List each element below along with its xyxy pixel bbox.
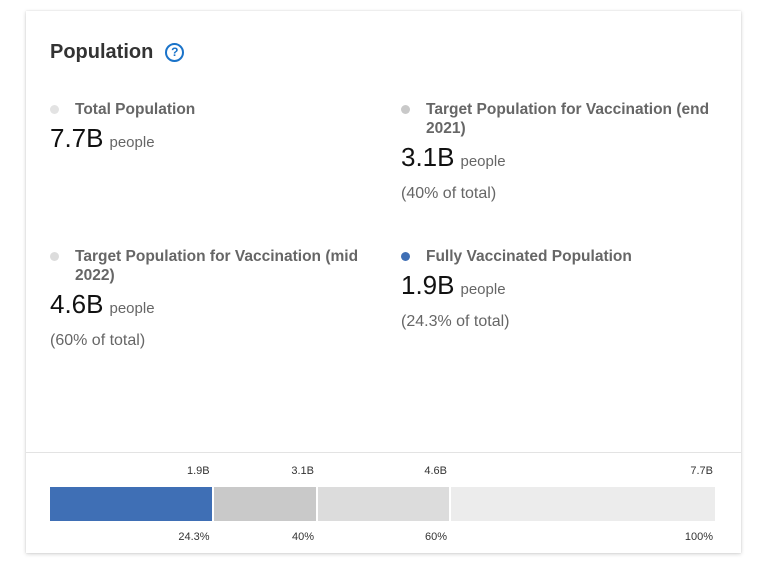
bar-percent-label: 40%	[291, 531, 314, 543]
stat-value: 4.6B people	[50, 289, 155, 319]
stat-percent: (24.3% of total)	[401, 313, 510, 330]
stat-label: Target Population for Vaccination (mid 2…	[50, 247, 370, 285]
legend-dot-icon	[50, 105, 59, 114]
bar-track	[50, 487, 715, 521]
divider	[26, 452, 741, 453]
page-title: Population	[50, 41, 154, 63]
legend-dot-icon	[401, 252, 410, 261]
bar-value-label: 4.6B	[424, 465, 447, 477]
bar-separator	[211, 487, 214, 521]
stat-target-mid-2022: Target Population for Vaccination (mid 2…	[50, 247, 370, 350]
population-card: Population ? Total Population 7.7B people…	[26, 11, 741, 553]
stat-target-end-2021: Target Population for Vaccination (end 2…	[401, 100, 721, 203]
stat-value: 3.1B people	[401, 142, 506, 172]
bar-separator	[316, 487, 318, 521]
help-icon[interactable]: ?	[165, 43, 185, 62]
card-title: Population ?	[50, 41, 185, 64]
stat-percent: (40% of total)	[401, 185, 497, 202]
bar-percent-label: 100%	[684, 531, 713, 543]
bar-value-label: 7.7B	[690, 465, 713, 477]
legend-dot-icon	[50, 252, 59, 261]
bar-segment-fully-vaccinated	[50, 487, 212, 521]
stat-percent: (60% of total)	[50, 332, 146, 349]
stat-label: Total Population	[50, 100, 360, 119]
stat-fully-vaccinated: Fully Vaccinated Population 1.9B people (…	[401, 247, 721, 331]
stat-label: Fully Vaccinated Population	[401, 247, 721, 266]
stat-total-population: Total Population 7.7B people	[50, 100, 360, 154]
legend-dot-icon	[401, 105, 410, 114]
bar-percent-label: 60%	[424, 531, 447, 543]
population-progress-bar: 1.9B 24.3% 3.1B 40% 4.6B 60% 7.7B 100%	[50, 461, 715, 551]
bar-value-label: 3.1B	[291, 465, 314, 477]
stat-value: 1.9B people	[401, 270, 506, 300]
stat-label: Target Population for Vaccination (end 2…	[401, 100, 721, 138]
bar-percent-label: 24.3%	[178, 531, 210, 543]
stat-value: 7.7B people	[50, 123, 155, 153]
bar-value-label: 1.9B	[186, 465, 210, 477]
bar-separator	[449, 487, 451, 521]
